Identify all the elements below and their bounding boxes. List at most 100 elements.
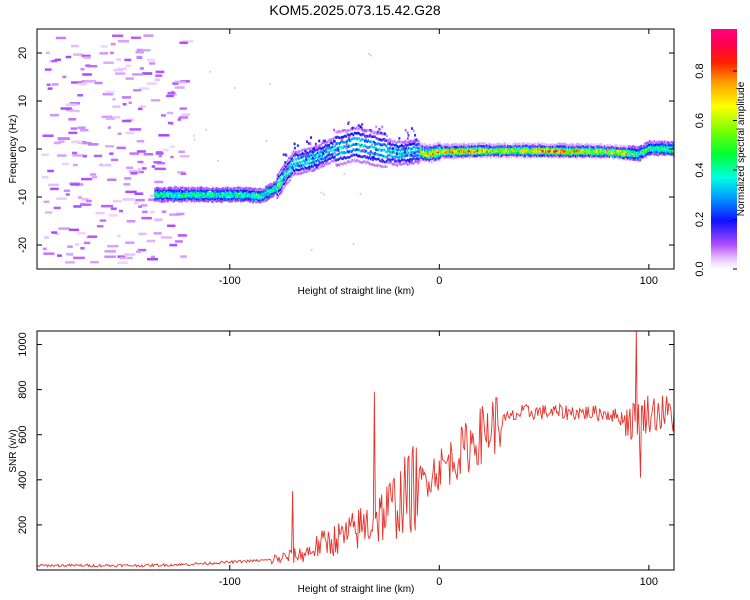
spectrogram-cell — [71, 44, 80, 48]
spectrogram-cell — [656, 141, 659, 145]
spectrogram-cell — [303, 155, 305, 158]
spectrogram-cell — [453, 142, 456, 146]
spectrogram-cell — [609, 152, 612, 155]
spectrogram-cell — [554, 144, 556, 147]
spectrogram-cell — [271, 188, 274, 191]
spectrogram-cell — [516, 151, 518, 154]
spectrogram-cell — [369, 128, 372, 132]
spectrogram-cell — [483, 145, 486, 148]
spectrogram-cell — [335, 153, 337, 156]
spectrogram-x-ticks: -100 0 100 — [219, 29, 658, 287]
spectrogram-cell — [289, 175, 291, 178]
spectrogram-cell — [453, 156, 456, 159]
spectrogram-cell — [253, 189, 256, 193]
spectrogram-cell — [647, 143, 650, 147]
colorbar-ticks: 0.00.20.40.60.8 — [694, 63, 737, 277]
spectrogram-cell — [318, 154, 321, 158]
spectrogram-cell — [451, 153, 454, 157]
spectrogram-cell — [600, 145, 602, 149]
spectrogram-cell — [668, 142, 670, 145]
spectrogram-cell — [547, 151, 549, 155]
spectrogram-cell — [588, 144, 591, 148]
spectrogram-cell — [481, 155, 484, 158]
spectrogram-cell — [463, 151, 465, 155]
spectrogram-cell — [614, 148, 616, 152]
spectrogram-cell — [565, 146, 568, 150]
spectrogram-cell — [223, 195, 226, 199]
spectrogram-cell — [368, 140, 371, 144]
spectrogram-cell — [343, 150, 345, 154]
spectrogram-cell — [558, 145, 561, 148]
spectrogram-cell — [551, 149, 554, 153]
spectrogram-cell — [558, 148, 561, 151]
spectrogram-cell — [226, 192, 229, 195]
spectrogram-cell — [260, 188, 262, 191]
spectrogram-cell — [445, 143, 448, 146]
spectrogram-cell — [80, 247, 85, 250]
spectrogram-cell — [430, 160, 433, 164]
spectrogram-cell — [421, 152, 424, 156]
spectrogram-cell — [434, 153, 436, 157]
spectrogram-cell — [436, 142, 439, 145]
spectrogram-cell — [350, 150, 352, 154]
spectrogram-cell — [593, 142, 596, 146]
spectrogram-cell — [530, 156, 532, 159]
spectrogram-cell — [328, 157, 330, 160]
spectrogram-cell — [241, 198, 244, 201]
spectrogram-cell — [538, 150, 540, 153]
spectrogram-cell — [492, 146, 494, 150]
spectrogram-cell — [487, 148, 490, 152]
spectrogram-cell — [190, 200, 192, 203]
spectrogram-cell — [407, 134, 410, 137]
spectrogram-cell — [134, 202, 139, 205]
spectrogram-cell — [533, 143, 536, 146]
spectrogram-cell — [150, 255, 155, 259]
spectrogram-cell — [116, 58, 121, 61]
spectrogram-cell — [403, 149, 406, 153]
spectrogram-cell — [277, 194, 280, 198]
spectrogram-cell — [548, 147, 551, 150]
spectrogram-cell — [176, 186, 178, 190]
spectrogram-cell — [447, 154, 449, 157]
spectrogram-cell — [163, 196, 166, 200]
spectrogram-cell — [464, 148, 466, 152]
spectrogram-cell — [173, 186, 178, 189]
spectrogram-cell — [335, 142, 337, 146]
spectrogram-cell — [105, 144, 115, 148]
spectrogram-cell — [607, 145, 609, 148]
spectrogram-cell — [169, 194, 171, 198]
spectrogram-cell — [180, 199, 183, 203]
spectrogram-cell — [155, 188, 158, 192]
snr-series-line — [36, 330, 675, 568]
spectrogram-cell — [307, 157, 310, 161]
spectrogram-cell — [573, 149, 576, 153]
spectrogram-cell — [412, 140, 415, 143]
spectrogram-cell — [382, 148, 385, 152]
spectrogram-cell — [326, 155, 328, 158]
spectrogram-cell — [652, 145, 654, 148]
spectrogram-cell — [439, 152, 441, 156]
spectrogram-cell — [623, 153, 625, 157]
spectrogram-cell — [487, 146, 490, 149]
spectrogram-cell — [455, 145, 457, 149]
spectrogram-cell — [290, 175, 292, 179]
spectrogram-cell — [641, 145, 644, 148]
spectrogram-cell — [465, 144, 468, 147]
spectrogram-cell — [477, 151, 479, 155]
spectrogram-cell — [585, 155, 587, 159]
spectrogram-cell — [116, 146, 126, 150]
spectrogram-cell — [478, 146, 480, 150]
spectrogram-cell — [358, 137, 360, 140]
spectrogram-cell — [512, 147, 515, 150]
spectrogram-cell — [394, 144, 396, 147]
spectrogram-cell — [632, 150, 635, 154]
spectrogram-cell — [137, 248, 147, 252]
spectrogram-cell — [207, 190, 209, 193]
spectrogram-cell — [317, 144, 320, 148]
spectrogram-cell — [229, 200, 231, 203]
spectrogram-cell — [396, 145, 398, 148]
spectrogram-cell — [259, 195, 261, 198]
spectrogram-cell — [369, 150, 372, 153]
spectrogram-cell — [362, 133, 365, 136]
spectrogram-cell — [500, 143, 502, 146]
